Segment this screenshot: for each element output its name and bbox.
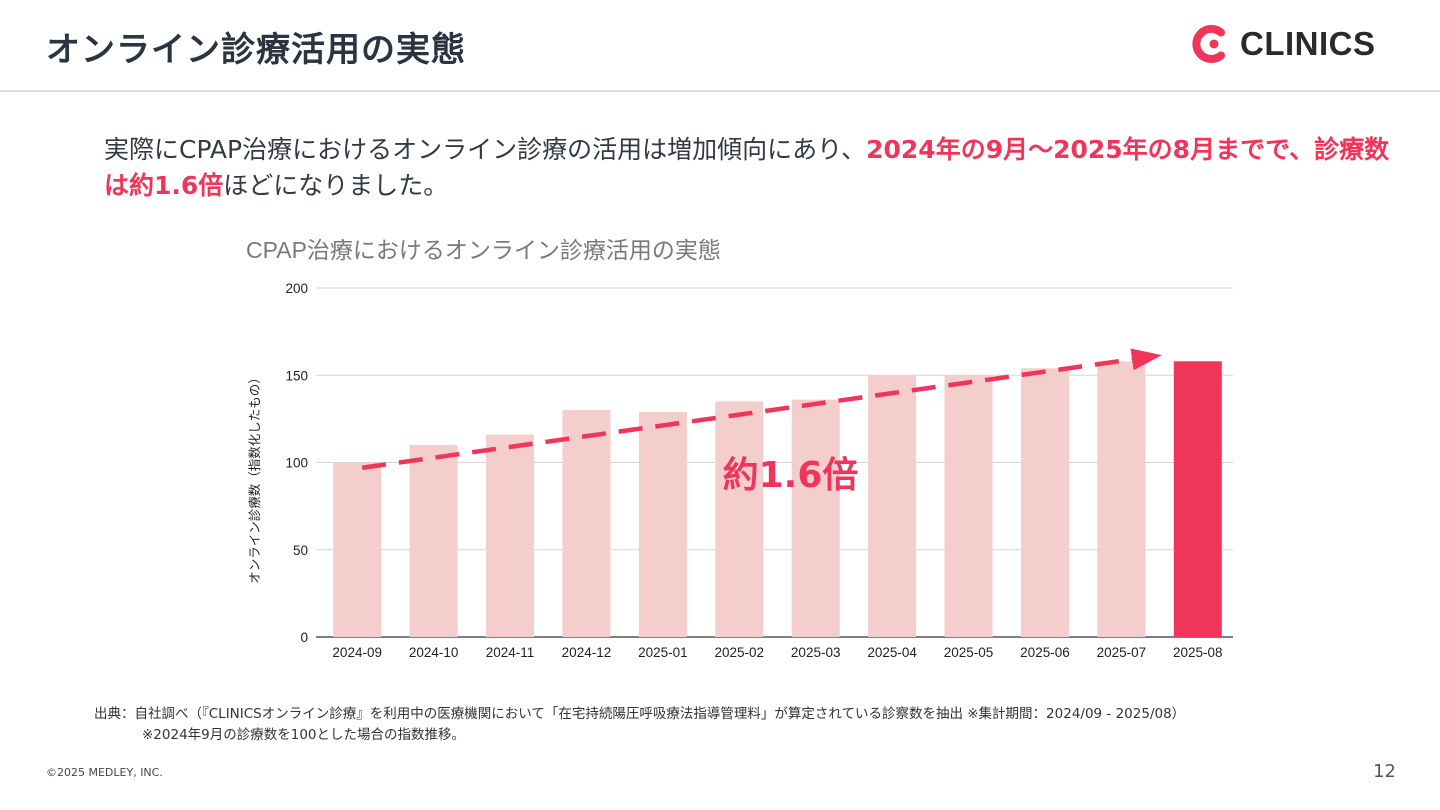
bar-2025-06 [1020,368,1069,637]
bar-2025-01 [638,411,687,637]
x-tick-label: 2025-06 [1020,645,1070,660]
bar-2025-08 [1173,361,1222,637]
y-tick-label: 100 [285,456,308,471]
header: オンライン診療活用の実態 CLINICS [0,0,1440,92]
bar-2025-07 [1097,361,1146,637]
chart-title: CPAP治療におけるオンライン診療活用の実態 [246,237,721,263]
bar-2024-10 [409,445,458,637]
x-tick-label: 2025-02 [715,645,765,660]
bar-2025-02 [715,401,764,637]
y-tick-label: 50 [293,543,308,558]
y-tick-label: 0 [300,630,308,645]
lead-text-part1: 実際にCPAP治療におけるオンライン診療の活用は増加傾向にあり、 [104,135,867,164]
bar-2024-09 [333,462,382,637]
bar-2024-12 [562,410,611,637]
x-tick-label: 2025-08 [1173,645,1223,660]
index-note: ※2024年9月の診療数を100とした場合の指数推移。 [142,727,466,743]
lead-text: 実際にCPAP治療におけるオンライン診療の活用は増加傾向にあり、2024年の9月… [104,132,1394,204]
trend-arrow-line [361,357,1133,470]
logo-text: CLINICS [1240,25,1376,62]
bar-2025-05 [944,375,993,637]
bar-2025-03 [791,399,840,637]
bar-2025-04 [868,375,917,637]
trend-arrow-head [1130,348,1162,371]
x-tick-label: 2024-10 [409,645,459,660]
y-tick-label: 200 [285,281,308,296]
page-number: 12 [1373,761,1396,782]
bar-2024-11 [486,434,535,637]
y-tick-label: 150 [285,368,308,383]
x-tick-label: 2024-09 [332,645,382,660]
x-tick-label: 2024-12 [562,645,612,660]
source-text: 出典：自社調べ（『CLINICSオンライン診療』を利用中の医療機関において「在宅… [94,706,1186,722]
clinics-logo: CLINICS [1192,24,1376,64]
x-tick-label: 2025-05 [944,645,994,660]
chart-ylabel: オンライン診療数（指数化したもの） [247,371,262,584]
source-note: 出典：自社調べ（『CLINICSオンライン診療』を利用中の医療機関において「在宅… [94,704,1185,746]
copyright: ©2025 MEDLEY, INC. [46,766,163,779]
x-tick-label: 2025-01 [638,645,688,660]
x-tick-label: 2024-11 [486,645,535,660]
growth-annotation: 約1.6倍 [723,455,859,496]
lead-text-part2: ほどになりました。 [223,171,449,200]
x-tick-label: 2025-04 [867,645,917,660]
x-tick-label: 2025-03 [791,645,841,660]
page-title: オンライン診療活用の実態 [46,30,466,70]
lead-highlight: 2024年の9月～2025年の8月までで、診療数は約1.6倍 [104,135,1390,200]
clinics-logo-icon [1192,25,1225,63]
x-tick-label: 2025-07 [1097,645,1147,660]
